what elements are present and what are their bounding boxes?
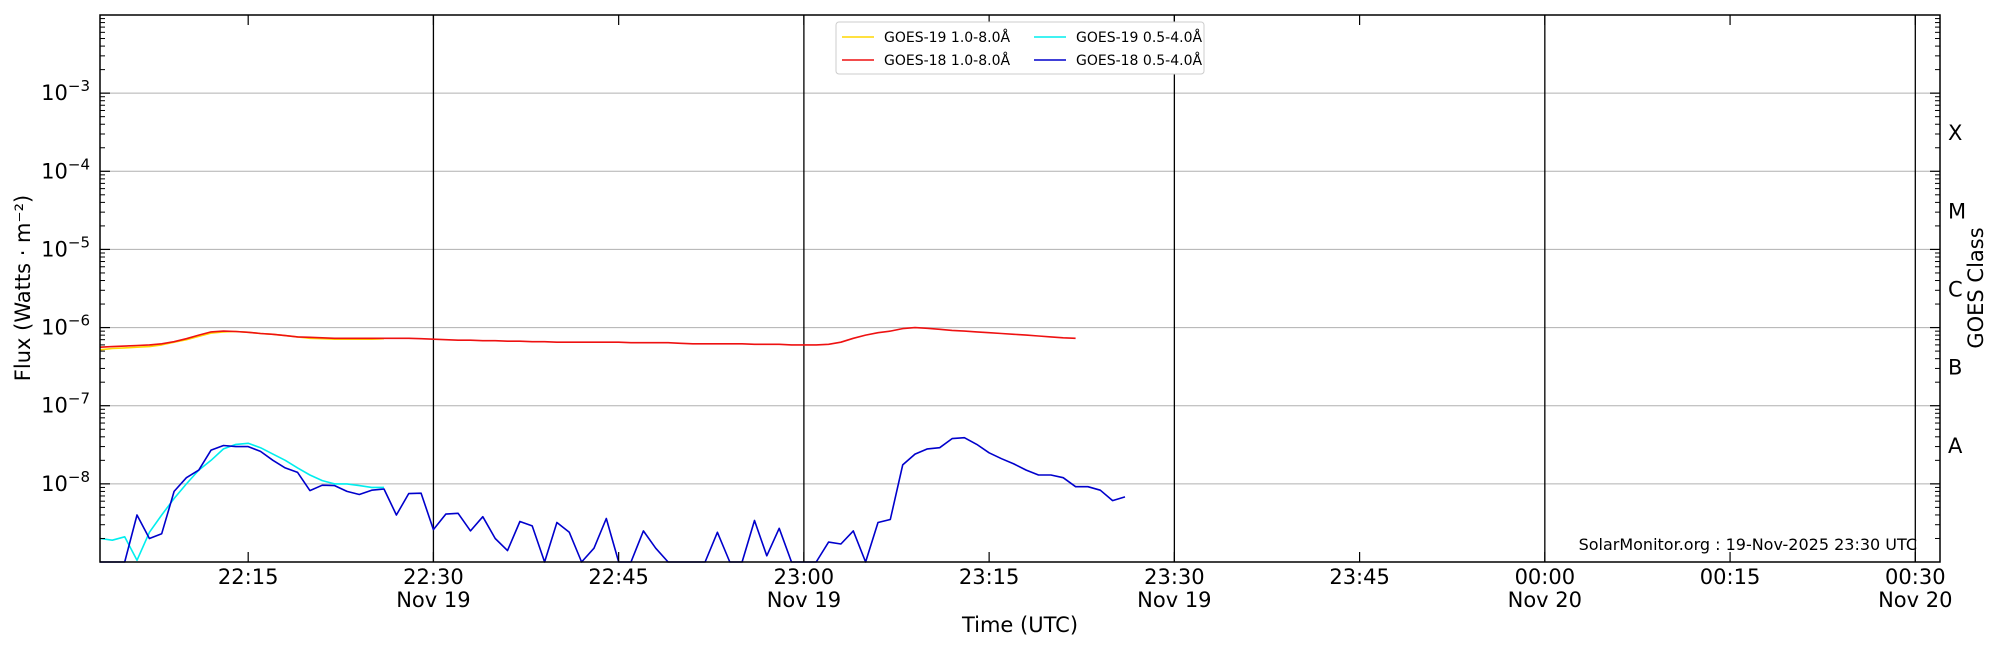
x-tick-label: 22:45 xyxy=(588,565,649,589)
vertical-marker-layer xyxy=(432,15,1916,562)
series-line xyxy=(99,442,384,562)
goes-class-label: C xyxy=(1948,278,1963,302)
goes-class-label: A xyxy=(1948,434,1963,458)
legend-box xyxy=(835,21,1205,75)
x-tick-date-label: Nov 20 xyxy=(1878,588,1952,612)
y-tick-label: 10−4 xyxy=(41,155,90,183)
plot-frame xyxy=(99,14,1941,563)
grid-layer xyxy=(100,92,1940,485)
x-tick-date-label: Nov 20 xyxy=(1508,588,1582,612)
x-tick-date-label: Nov 19 xyxy=(396,588,470,612)
x-tick-label: 23:30 xyxy=(1144,565,1205,589)
goes-class-label: M xyxy=(1948,199,1966,223)
x-axis-title: Time (UTC) xyxy=(961,613,1078,637)
x-tick-label: 23:45 xyxy=(1329,565,1390,589)
y-tick-label: 10−3 xyxy=(41,77,90,105)
legend: GOES-19 1.0-8.0Å GOES-18 1.0-8.0Å GOES-19 … xyxy=(835,21,1205,75)
series-line xyxy=(99,330,385,351)
series-layer xyxy=(99,326,1126,563)
y-tick-label: 10−6 xyxy=(41,312,90,340)
goes-class-label: X xyxy=(1948,121,1962,145)
series-line xyxy=(100,436,1126,563)
credit-text: SolarMonitor.org : 19-Nov-2025 23:30 UTC xyxy=(1579,535,1917,554)
series-line xyxy=(99,326,1076,348)
goes-class-labels: A B C M X xyxy=(1948,121,1966,458)
y-axis-title: Flux (Watts · m⁻²) xyxy=(11,195,35,381)
x-tick-date-label: Nov 19 xyxy=(1137,588,1211,612)
x-tick-label: 00:00 xyxy=(1515,565,1576,589)
legend-label: GOES-18 0.5-4.0Å xyxy=(1076,52,1202,69)
goes-class-label: B xyxy=(1948,356,1962,380)
x-tick-label: 00:30 xyxy=(1885,565,1946,589)
legend-label: GOES-19 0.5-4.0Å xyxy=(1076,29,1202,46)
legend-items: GOES-19 1.0-8.0Å GOES-18 1.0-8.0Å GOES-19 … xyxy=(842,29,1202,69)
x-tick-label: 23:00 xyxy=(774,565,835,589)
y-tick-labels: 10−8 10−7 10−6 10−5 10−4 10−3 xyxy=(41,77,90,496)
y-tick-label: 10−5 xyxy=(41,233,90,261)
x-tick-label: 23:15 xyxy=(959,565,1020,589)
y-tick-label: 10−8 xyxy=(41,468,90,496)
legend-label: GOES-19 1.0-8.0Å xyxy=(884,29,1010,46)
x-tick-label: 22:15 xyxy=(218,565,279,589)
x-tick-date-label: Nov 19 xyxy=(767,588,841,612)
x-tick-label: 00:15 xyxy=(1700,565,1761,589)
tick-layer xyxy=(100,15,1940,562)
legend-label: GOES-18 1.0-8.0Å xyxy=(884,52,1010,69)
goes-class-axis-title: GOES Class xyxy=(1964,227,1988,348)
y-tick-label: 10−7 xyxy=(41,390,90,418)
x-tick-label: 22:30 xyxy=(403,565,464,589)
